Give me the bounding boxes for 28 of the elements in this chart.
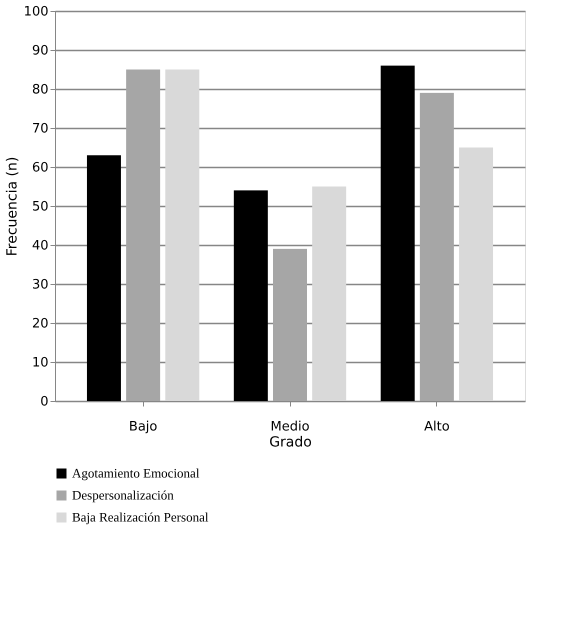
bar — [420, 92, 454, 401]
y-tick-label: 20 — [32, 316, 48, 332]
bar — [273, 248, 307, 401]
y-tick-label: 30 — [32, 278, 48, 292]
y-tick-label: 90 — [32, 44, 48, 58]
bar — [165, 70, 200, 401]
y-tick-label: 80 — [32, 82, 48, 98]
x-tick-label: Bajo — [128, 420, 158, 434]
bar — [234, 190, 268, 401]
x-axis-title: Grado — [269, 434, 312, 450]
bar — [126, 70, 160, 401]
y-tick-label: 100 — [24, 4, 48, 20]
bar — [312, 186, 346, 401]
legend-label: Baja Realización Personal — [72, 510, 209, 524]
y-tick-label: 60 — [32, 160, 48, 176]
y-axis-title: Frecuencia (n) — [4, 156, 21, 256]
bar — [86, 155, 121, 401]
y-tick-label: 70 — [32, 122, 48, 136]
legend-label: Agotamiento Emocional — [72, 466, 200, 480]
y-tick-label: 50 — [32, 200, 48, 214]
bar — [459, 148, 494, 401]
y-tick-label: 0 — [40, 394, 48, 410]
bar — [380, 66, 415, 401]
x-tick-label: Medio — [270, 420, 310, 434]
y-tick-label: 40 — [32, 238, 48, 254]
legend-label: Despersonalización — [72, 488, 174, 502]
y-tick-label: 10 — [32, 356, 48, 370]
x-tick-label: Alto — [424, 420, 450, 434]
